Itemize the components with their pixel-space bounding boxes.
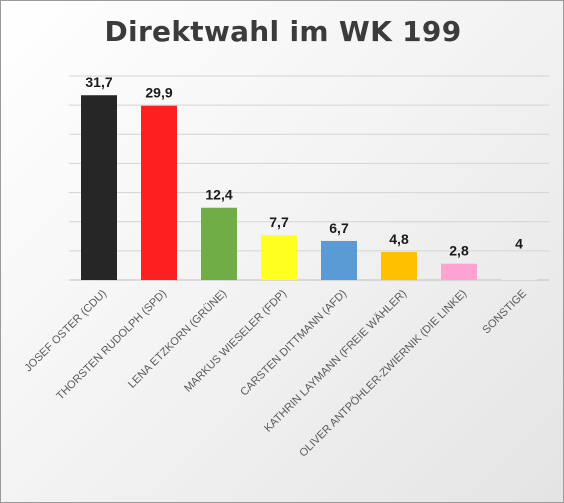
value-label: 2,8: [449, 243, 469, 259]
value-label: 29,9: [145, 85, 172, 101]
category-label: MARKUS WIESELER (FDP): [182, 288, 289, 395]
chart-title: Direktwahl im WK 199: [104, 15, 462, 48]
bar-6: [381, 252, 417, 280]
value-label: 6,7: [329, 220, 349, 236]
category-labels-group: JOSEF OSTER (CDU)THORSTEN RUDOLPH (SPD)L…: [22, 288, 529, 460]
value-label: 4,8: [389, 231, 409, 247]
bars-group: [81, 95, 537, 281]
bar-8: [501, 256, 537, 280]
bar-2: [141, 105, 177, 281]
bar-4: [261, 235, 297, 280]
value-label: 7,7: [269, 214, 289, 230]
value-label: 4: [515, 236, 523, 252]
bar-5: [321, 240, 357, 280]
category-label: CARSTEN DITTMANN (AFD): [238, 288, 349, 399]
category-label: THORSTEN RUDOLPH (SPD): [54, 288, 169, 403]
value-label: 12,4: [205, 187, 232, 203]
value-labels-group: 31,7 29,9 12,4 7,7 6,7 4,8 2,8 4: [85, 74, 523, 258]
bar-3: [201, 207, 237, 280]
value-label: 31,7: [85, 74, 112, 90]
bar-7: [441, 263, 477, 280]
category-label: SONSTIGE: [480, 288, 529, 337]
bar-1: [81, 95, 117, 280]
category-label: LENA ETZKORN (GRÜNE): [126, 288, 229, 391]
